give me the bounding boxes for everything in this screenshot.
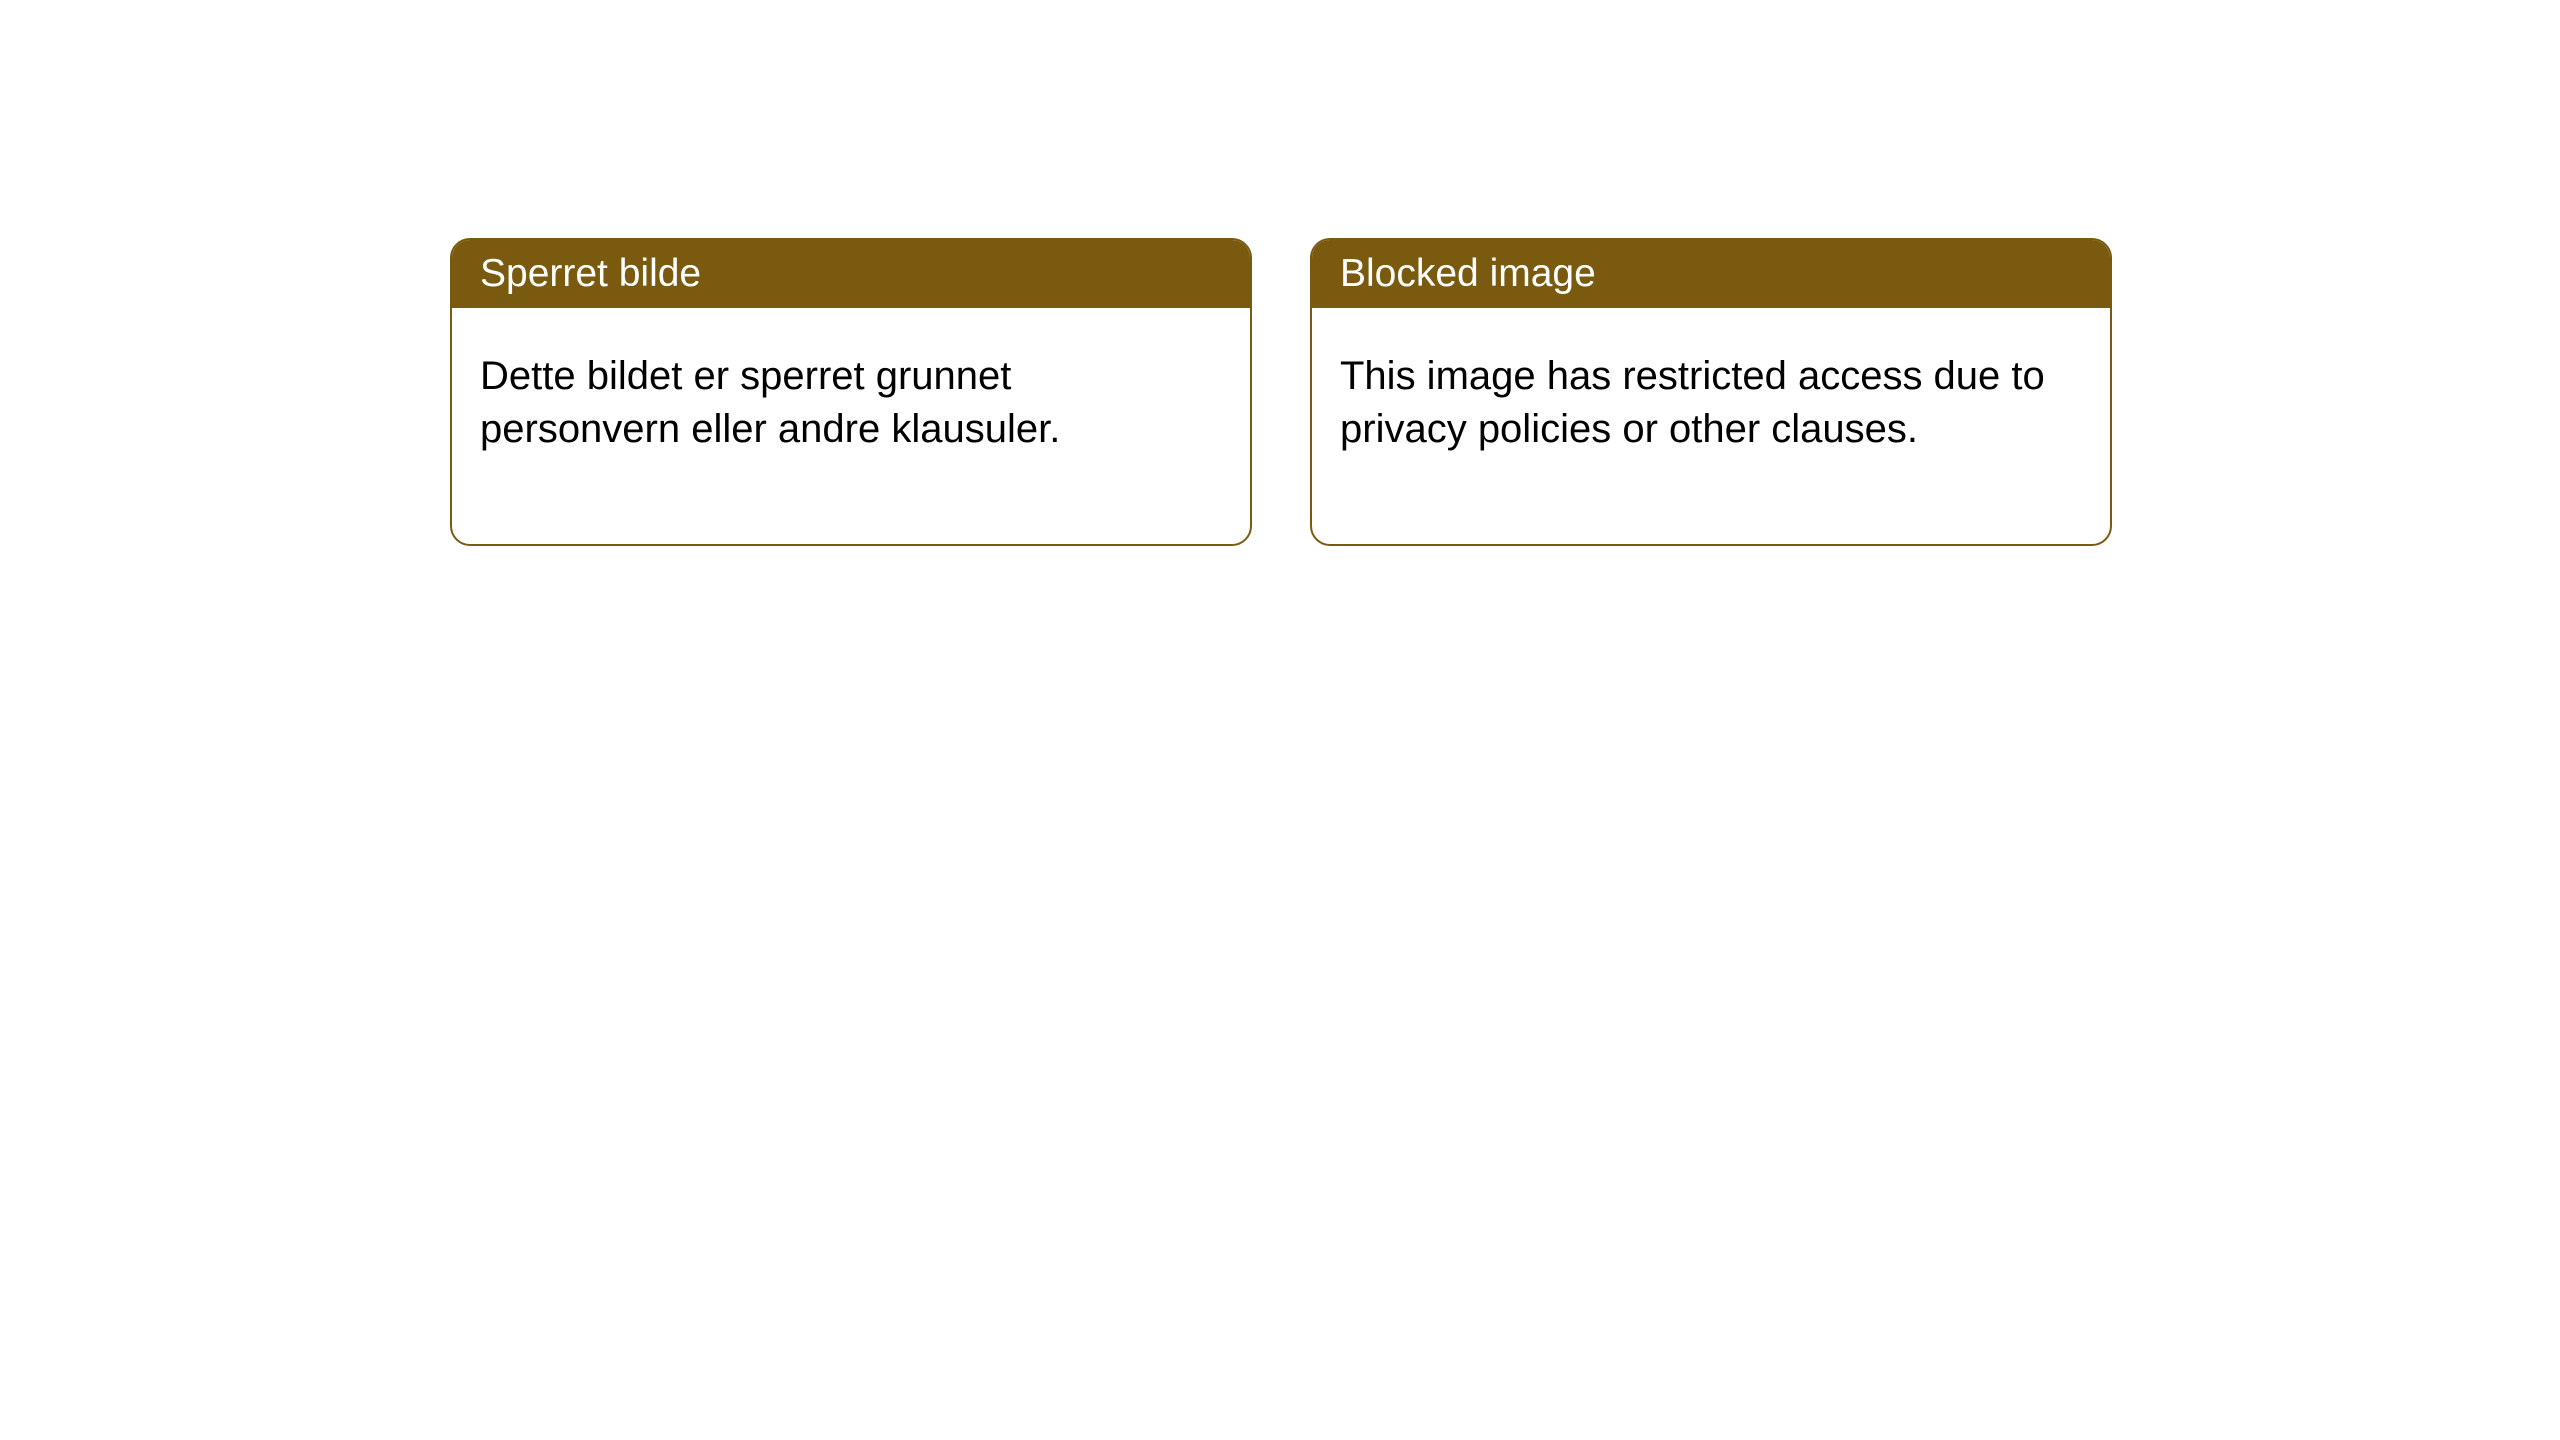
card-body-no: Dette bildet er sperret grunnet personve… [452,308,1250,544]
card-header-en: Blocked image [1312,240,2110,308]
card-body-en: This image has restricted access due to … [1312,308,2110,544]
blocked-image-card-no: Sperret bilde Dette bildet er sperret gr… [450,238,1252,546]
cards-container: Sperret bilde Dette bildet er sperret gr… [450,238,2112,546]
blocked-image-card-en: Blocked image This image has restricted … [1310,238,2112,546]
card-header-no: Sperret bilde [452,240,1250,308]
